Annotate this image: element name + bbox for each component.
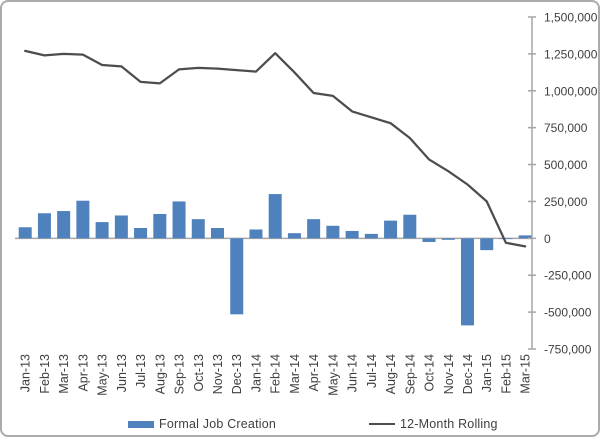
bar-Nov-13 bbox=[211, 228, 224, 239]
bar-Nov-14 bbox=[441, 238, 455, 240]
x-tick-label-Jan-14: Jan-14 bbox=[250, 354, 264, 392]
x-tick-label-Jul-14: Jul-14 bbox=[365, 354, 379, 388]
y-tick-label-1,500,000: 1,500,000 bbox=[544, 11, 598, 25]
bar-Apr-13 bbox=[76, 200, 90, 239]
bar-Mar-13 bbox=[57, 211, 71, 239]
x-tick-label-Dec-13: Dec-13 bbox=[230, 354, 244, 394]
x-tick-label-Oct-14: Oct-14 bbox=[423, 354, 437, 392]
y-tick-label-750,000: 750,000 bbox=[544, 121, 588, 135]
bar-Feb-15 bbox=[499, 238, 513, 240]
x-tick-label-Jan-15: Jan-15 bbox=[480, 354, 494, 392]
x-tick-label-Dec-14: Dec-14 bbox=[461, 354, 475, 394]
bar-Jan-14 bbox=[249, 229, 263, 239]
x-tick-label-Nov-14: Nov-14 bbox=[442, 354, 456, 394]
bar-Jun-14 bbox=[345, 230, 359, 239]
bar-May-13 bbox=[95, 222, 109, 239]
x-tick-label-Mar-13: Mar-13 bbox=[57, 354, 71, 394]
bar-Jun-13 bbox=[114, 215, 128, 239]
bar-Mar-14 bbox=[287, 233, 301, 239]
x-tick-label-Jun-13: Jun-13 bbox=[115, 354, 129, 392]
bar-Dec-14 bbox=[460, 238, 474, 326]
bar-Mar-15 bbox=[518, 235, 532, 239]
bar-Oct-13 bbox=[191, 219, 205, 239]
legend-label-12-month-rolling: 12-Month Rolling bbox=[400, 417, 498, 431]
legend-item-12-month-rolling: 12-Month Rolling bbox=[369, 413, 498, 435]
bar-Dec-13 bbox=[230, 238, 244, 315]
bar-Feb-13 bbox=[37, 213, 51, 239]
y-tick-label--750,000: -750,000 bbox=[544, 343, 592, 357]
bar-Jan-13 bbox=[18, 227, 32, 239]
x-tick-label-Jun-14: Jun-14 bbox=[346, 354, 360, 392]
rolling-line bbox=[24, 49, 527, 248]
x-tick-label-Feb-14: Feb-14 bbox=[269, 354, 283, 394]
y-tick-label-1,000,000: 1,000,000 bbox=[544, 84, 598, 98]
bar-Feb-14 bbox=[268, 194, 282, 239]
legend-item-formal-job-creation: Formal Job Creation bbox=[128, 413, 276, 435]
x-tick-label-Aug-13: Aug-13 bbox=[153, 354, 167, 394]
x-tick-label-Jul-13: Jul-13 bbox=[134, 354, 148, 388]
x-tick-label-Mar-15: Mar-15 bbox=[519, 354, 533, 394]
bar-Aug-13 bbox=[153, 213, 167, 239]
x-tick-label-Apr-14: Apr-14 bbox=[307, 354, 321, 392]
x-tick-label-Oct-13: Oct-13 bbox=[192, 354, 206, 392]
bar-Sep-13 bbox=[172, 201, 186, 239]
x-tick-label-Mar-14: Mar-14 bbox=[288, 354, 302, 394]
legend-label-formal-job-creation: Formal Job Creation bbox=[159, 417, 277, 431]
x-tick-label-May-14: May-14 bbox=[326, 354, 340, 396]
bar-May-14 bbox=[326, 225, 340, 239]
y-tick-label-0: 0 bbox=[544, 232, 551, 246]
x-tick-label-May-13: May-13 bbox=[96, 354, 110, 396]
y-tick-label-1,250,000: 1,250,000 bbox=[544, 47, 598, 61]
x-tick-label-Aug-14: Aug-14 bbox=[384, 354, 398, 394]
y-tick-label--250,000: -250,000 bbox=[544, 269, 592, 283]
y-tick-label--500,000: -500,000 bbox=[544, 306, 592, 320]
bar-Jul-13 bbox=[134, 228, 148, 239]
y-tick-label-250,000: 250,000 bbox=[544, 195, 588, 209]
bar-Sep-14 bbox=[403, 214, 417, 239]
x-tick-label-Sep-14: Sep-14 bbox=[403, 354, 417, 394]
bar-Jul-14 bbox=[364, 233, 378, 239]
x-tick-label-Apr-13: Apr-13 bbox=[76, 354, 90, 392]
bar-Aug-14 bbox=[384, 220, 398, 239]
x-tick-label-Sep-13: Sep-13 bbox=[173, 354, 187, 394]
bar-Oct-14 bbox=[422, 238, 436, 243]
x-tick-label-Feb-13: Feb-13 bbox=[38, 354, 52, 394]
chart-legend: Formal Job Creation 12-Month Rolling bbox=[2, 413, 598, 435]
x-tick-label-Nov-13: Nov-13 bbox=[211, 354, 225, 394]
bar-Apr-14 bbox=[307, 219, 321, 239]
x-tick-label-Jan-13: Jan-13 bbox=[19, 354, 33, 392]
y-tick-label-500,000: 500,000 bbox=[544, 158, 588, 172]
bar-Jan-15 bbox=[480, 238, 494, 251]
bar-series-swatch-icon bbox=[128, 420, 154, 428]
x-tick-label-Feb-15: Feb-15 bbox=[499, 354, 513, 394]
line-series-swatch-icon bbox=[369, 423, 395, 425]
